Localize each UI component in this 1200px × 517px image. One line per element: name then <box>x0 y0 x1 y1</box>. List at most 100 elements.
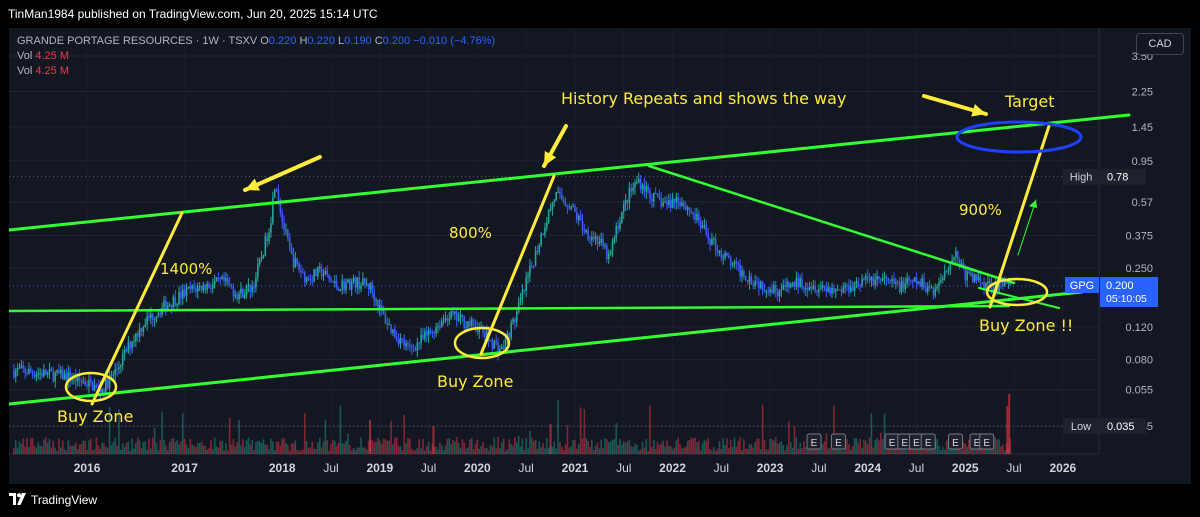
candle-body <box>833 287 835 293</box>
candle-body <box>317 267 319 277</box>
candle-body <box>544 227 546 235</box>
volume-bar <box>84 440 86 454</box>
candle-body <box>427 330 430 336</box>
candle-body <box>613 237 616 243</box>
volume-bar <box>795 437 798 454</box>
volume-bar <box>495 448 497 454</box>
volume-bar <box>707 438 709 454</box>
volume-bar <box>191 444 193 454</box>
volume-bar <box>50 447 53 454</box>
candle-body <box>136 333 139 337</box>
volume-bar <box>667 445 670 454</box>
volume-bar <box>514 437 516 454</box>
volume-bar <box>242 439 244 454</box>
volume-bar <box>881 438 884 454</box>
volume-bar <box>776 443 779 454</box>
candle-body <box>318 266 321 268</box>
candle-body <box>189 286 192 289</box>
y-tick-label-7: 0.120 <box>1125 322 1153 334</box>
candle-body <box>748 276 751 283</box>
volume-bar <box>606 439 608 454</box>
symbol-name[interactable]: GRANDE PORTAGE RESOURCES · 1W · TSXV <box>17 35 258 47</box>
candle-body <box>551 202 554 210</box>
candle-body <box>943 271 946 278</box>
volume-bar <box>305 441 308 454</box>
symbol-legend[interactable]: GRANDE PORTAGE RESOURCES · 1W · TSXV O0.… <box>17 35 495 47</box>
volume-bar <box>90 438 92 454</box>
volume-bar <box>487 450 490 454</box>
candle-body <box>176 303 178 306</box>
volume-bar <box>380 443 383 454</box>
candle-body <box>913 277 916 282</box>
candle-body <box>731 264 734 266</box>
candle-body <box>101 389 103 393</box>
chart-svg[interactable]: 2016 2017 2018 Jul 2019 Jul 2020 Jul 2021 Jul 2022… <box>9 28 1191 484</box>
volume-bar <box>48 438 51 454</box>
candle-body <box>170 304 173 308</box>
volume-bar <box>59 447 62 454</box>
volume-bar <box>120 449 122 454</box>
candle-body <box>410 346 413 348</box>
volume-bar <box>998 439 1000 454</box>
volume-bar <box>966 446 968 454</box>
candle-body <box>499 349 501 353</box>
candle-body <box>469 321 471 326</box>
candle-body <box>153 319 156 321</box>
annotation-7: Buy Zone !! <box>979 316 1073 335</box>
volume-bar <box>65 450 68 454</box>
volume-bar <box>103 443 105 454</box>
candle-body <box>41 372 43 377</box>
volume-bar <box>876 437 878 454</box>
volume-bar <box>335 445 338 454</box>
candle-body <box>84 381 86 385</box>
volume-bar <box>341 443 344 454</box>
volume-bar <box>739 437 741 454</box>
drawings-group: History Repeats and shows the way Target 1… <box>9 89 1131 450</box>
volume-bar <box>645 439 648 454</box>
annotation-4: 900% <box>959 201 1002 219</box>
candle-body <box>105 378 107 393</box>
plot-background <box>9 28 1191 484</box>
candle-body <box>140 328 143 332</box>
candle-body <box>151 313 154 320</box>
volume-bar <box>756 438 758 454</box>
chart-panel[interactable]: 2016 2017 2018 Jul 2019 Jul 2020 Jul 2021 Jul 2022… <box>9 28 1191 484</box>
volume-bar <box>538 441 541 454</box>
volume-bar <box>517 435 520 454</box>
volume-bar <box>778 442 781 454</box>
volume-bar <box>395 437 398 454</box>
volume-bar <box>108 406 111 454</box>
candle-body <box>577 215 580 221</box>
candle-body <box>332 281 334 283</box>
volume-bar <box>651 446 653 454</box>
candle-body <box>420 334 422 344</box>
candle-body <box>67 372 70 382</box>
volume-bar <box>484 448 486 454</box>
candle-body <box>754 281 756 287</box>
volume-bar <box>945 440 948 454</box>
x-tick-label-10: 2022 <box>659 461 686 475</box>
volume-bar <box>833 405 835 454</box>
descending-line <box>647 164 1016 285</box>
volume-bar <box>821 443 824 454</box>
volume-bar <box>637 450 640 454</box>
candle-body <box>59 369 62 374</box>
volume-bar <box>367 440 370 454</box>
volume-legend-secondary[interactable]: Vol 4.25 M <box>17 65 69 77</box>
candle-body <box>121 354 124 366</box>
candle-body <box>365 283 368 285</box>
volume-legend[interactable]: Vol 4.25 M <box>17 50 69 62</box>
candle-body <box>502 346 505 349</box>
volume-bar <box>144 441 147 454</box>
candle-body <box>397 339 400 344</box>
volume-bar <box>431 443 434 454</box>
arrow-to-target-head <box>971 103 986 117</box>
candle-body <box>191 285 193 289</box>
volume-bar <box>401 450 404 454</box>
volume-bar <box>577 444 580 454</box>
currency-button[interactable]: CAD <box>1136 33 1184 55</box>
volume-bar <box>153 427 156 454</box>
volume-bar <box>928 445 931 454</box>
volume-bar <box>652 440 655 454</box>
volume-bar <box>656 441 659 454</box>
